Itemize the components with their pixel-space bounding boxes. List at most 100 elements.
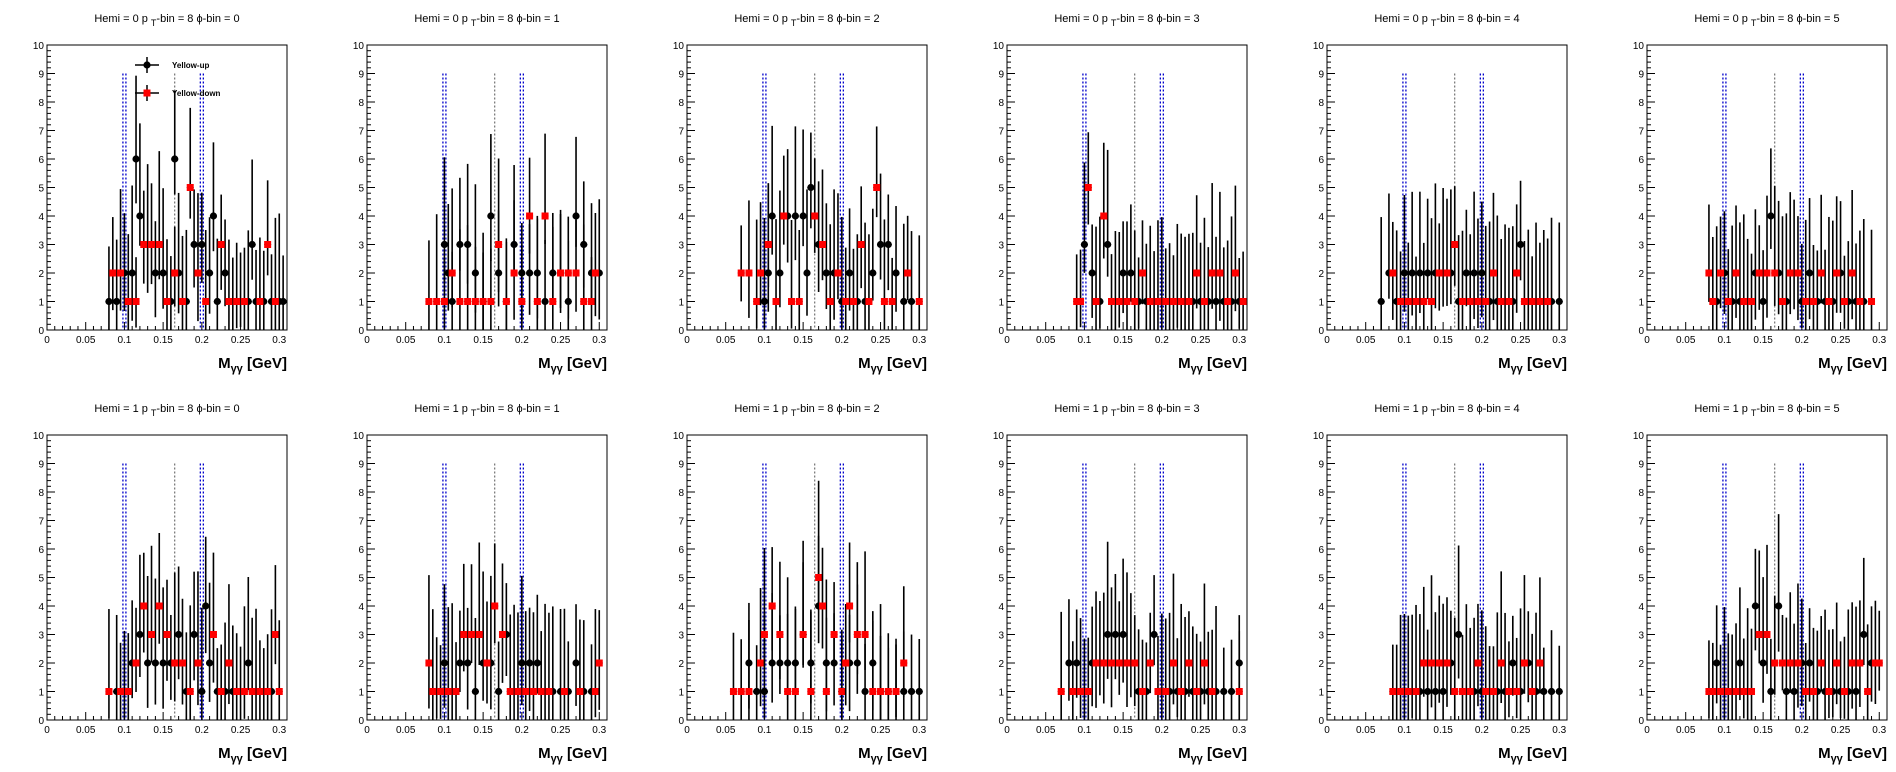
- data-point-yellow-up: [1805, 269, 1814, 277]
- data-point-yellow-down: [487, 298, 495, 305]
- x-tick-label: 0.3: [272, 725, 286, 736]
- x-tick-label: 0.2: [1475, 335, 1489, 346]
- data-point-yellow-up: [221, 269, 229, 277]
- x-tick-label: 0.15: [153, 335, 173, 346]
- data-point-yellow-down: [877, 688, 885, 695]
- data-point-yellow-down: [1162, 688, 1170, 695]
- data-point-yellow-down: [256, 298, 264, 305]
- data-point-yellow-up: [791, 212, 799, 220]
- data-point-yellow-down: [745, 269, 753, 277]
- y-tick-label: 8: [998, 98, 1004, 109]
- data-point-yellow-down: [1709, 298, 1717, 305]
- y-tick-label: 3: [998, 241, 1004, 252]
- data-point-yellow-down: [1482, 688, 1490, 695]
- data-point-yellow-down: [437, 688, 445, 695]
- y-tick-label: 10: [33, 431, 45, 442]
- x-tick-label: 0.1: [117, 335, 131, 346]
- x-tick-label: 0.3: [912, 725, 926, 736]
- data-point-yellow-up: [151, 659, 159, 667]
- y-tick-label: 5: [678, 184, 684, 195]
- data-point-yellow-up: [1088, 269, 1096, 277]
- data-point-yellow-up: [907, 297, 916, 306]
- y-tick-label: 4: [998, 602, 1004, 613]
- data-point-yellow-up: [1150, 630, 1158, 639]
- data-point-yellow-down: [1856, 298, 1864, 305]
- y-tick-label: 4: [678, 212, 684, 223]
- data-point-yellow-down: [768, 602, 776, 610]
- data-point-yellow-up: [884, 240, 892, 249]
- y-tick-label: 3: [1318, 631, 1324, 642]
- y-tick-label: 8: [678, 98, 684, 109]
- x-tick-label: 0.15: [1113, 335, 1133, 346]
- data-point-yellow-down: [737, 688, 745, 695]
- data-point-yellow-down: [1193, 688, 1201, 695]
- data-point-yellow-down: [1154, 688, 1162, 695]
- data-point-yellow-down: [1864, 688, 1872, 695]
- data-point-yellow-down: [849, 298, 857, 305]
- x-tick-label: 0: [1324, 725, 1330, 736]
- data-point-yellow-down: [791, 688, 799, 695]
- data-point-yellow-down: [1458, 298, 1466, 305]
- x-tick-label: 0.3: [1552, 725, 1566, 736]
- data-point-yellow-down: [475, 631, 483, 638]
- data-point-yellow-down: [811, 212, 819, 220]
- data-point-yellow-down: [1177, 688, 1185, 695]
- data-point-yellow-up: [1860, 630, 1868, 639]
- data-point-yellow-down: [1474, 298, 1482, 305]
- x-tick-label: 0.3: [592, 335, 606, 346]
- data-point-yellow-down: [256, 688, 264, 695]
- data-point-yellow-down: [1513, 688, 1521, 695]
- chart-panel-8: Hemi = 1 p T-bin = 8 ϕ-bin = 2 0 1 2 3 4 5 6 7 8 9…: [673, 403, 928, 765]
- y-tick-label: 7: [38, 517, 44, 528]
- x-axis-label: Mγγ [GeV]: [218, 355, 287, 375]
- data-point-yellow-down: [1146, 298, 1154, 305]
- data-point-yellow-down: [822, 688, 830, 695]
- y-tick-label: 0: [38, 716, 44, 727]
- data-point-yellow-down: [1185, 659, 1193, 667]
- data-point-yellow-up: [1220, 687, 1228, 696]
- data-point-yellow-down: [1057, 688, 1065, 695]
- y-tick-label: 0: [678, 326, 684, 337]
- data-point-yellow-down: [1705, 269, 1713, 277]
- data-point-yellow-down: [560, 688, 568, 695]
- y-tick-label: 0: [358, 716, 364, 727]
- x-tick-label: 0.1: [1077, 335, 1091, 346]
- y-tick-label: 1: [1638, 298, 1644, 309]
- y-tick-label: 6: [358, 155, 364, 166]
- data-point-yellow-up: [1555, 687, 1563, 696]
- x-tick-label: 0.1: [437, 725, 451, 736]
- y-tick-label: 6: [678, 545, 684, 556]
- data-point-yellow-down: [1755, 631, 1763, 638]
- y-tick-label: 9: [998, 70, 1004, 81]
- data-point-yellow-up: [1065, 659, 1073, 667]
- data-point-yellow-down: [1520, 659, 1528, 667]
- data-point-yellow-down: [444, 688, 452, 695]
- data-point-yellow-up: [1759, 659, 1767, 667]
- data-point-yellow-up: [1111, 630, 1119, 639]
- data-point-yellow-down: [815, 574, 823, 581]
- data-point-yellow-down: [1755, 269, 1763, 277]
- data-point-yellow-down: [240, 298, 248, 305]
- data-point-yellow-down: [834, 269, 842, 277]
- data-point-yellow-down: [900, 659, 908, 667]
- y-tick-label: 6: [998, 155, 1004, 166]
- data-point-yellow-down: [1420, 298, 1428, 305]
- x-tick-label: 0.25: [231, 725, 251, 736]
- chart-panel-11: Hemi = 1 p T-bin = 8 ϕ-bin = 5 0 1 2 3 4 5 6 7 8 9…: [1633, 403, 1888, 765]
- data-point-yellow-up: [776, 269, 784, 277]
- x-tick-label: 0.05: [396, 725, 416, 736]
- x-axis-label: Mγγ [GeV]: [538, 355, 607, 375]
- chart-panel-1: Hemi = 0 p T-bin = 8 ϕ-bin = 1 0 1 2 3 4 5 6 7 8 9…: [353, 13, 608, 375]
- legend-label-down: Yellow-down: [172, 89, 221, 98]
- data-point-yellow-down: [1208, 269, 1216, 277]
- panel-title: Hemi = 1 p T-bin = 8 ϕ-bin = 1: [414, 403, 559, 418]
- data-point-yellow-down: [1115, 298, 1123, 305]
- data-point-yellow-down: [1740, 688, 1748, 695]
- data-point-yellow-up: [190, 240, 198, 249]
- data-point-yellow-down: [776, 631, 784, 638]
- data-point-yellow-down: [425, 659, 433, 667]
- panel-title: Hemi = 0 p T-bin = 8 ϕ-bin = 4: [1374, 13, 1519, 28]
- data-point-yellow-up: [1408, 269, 1416, 277]
- data-point-yellow-up: [495, 687, 503, 696]
- data-point-yellow-down: [271, 298, 279, 305]
